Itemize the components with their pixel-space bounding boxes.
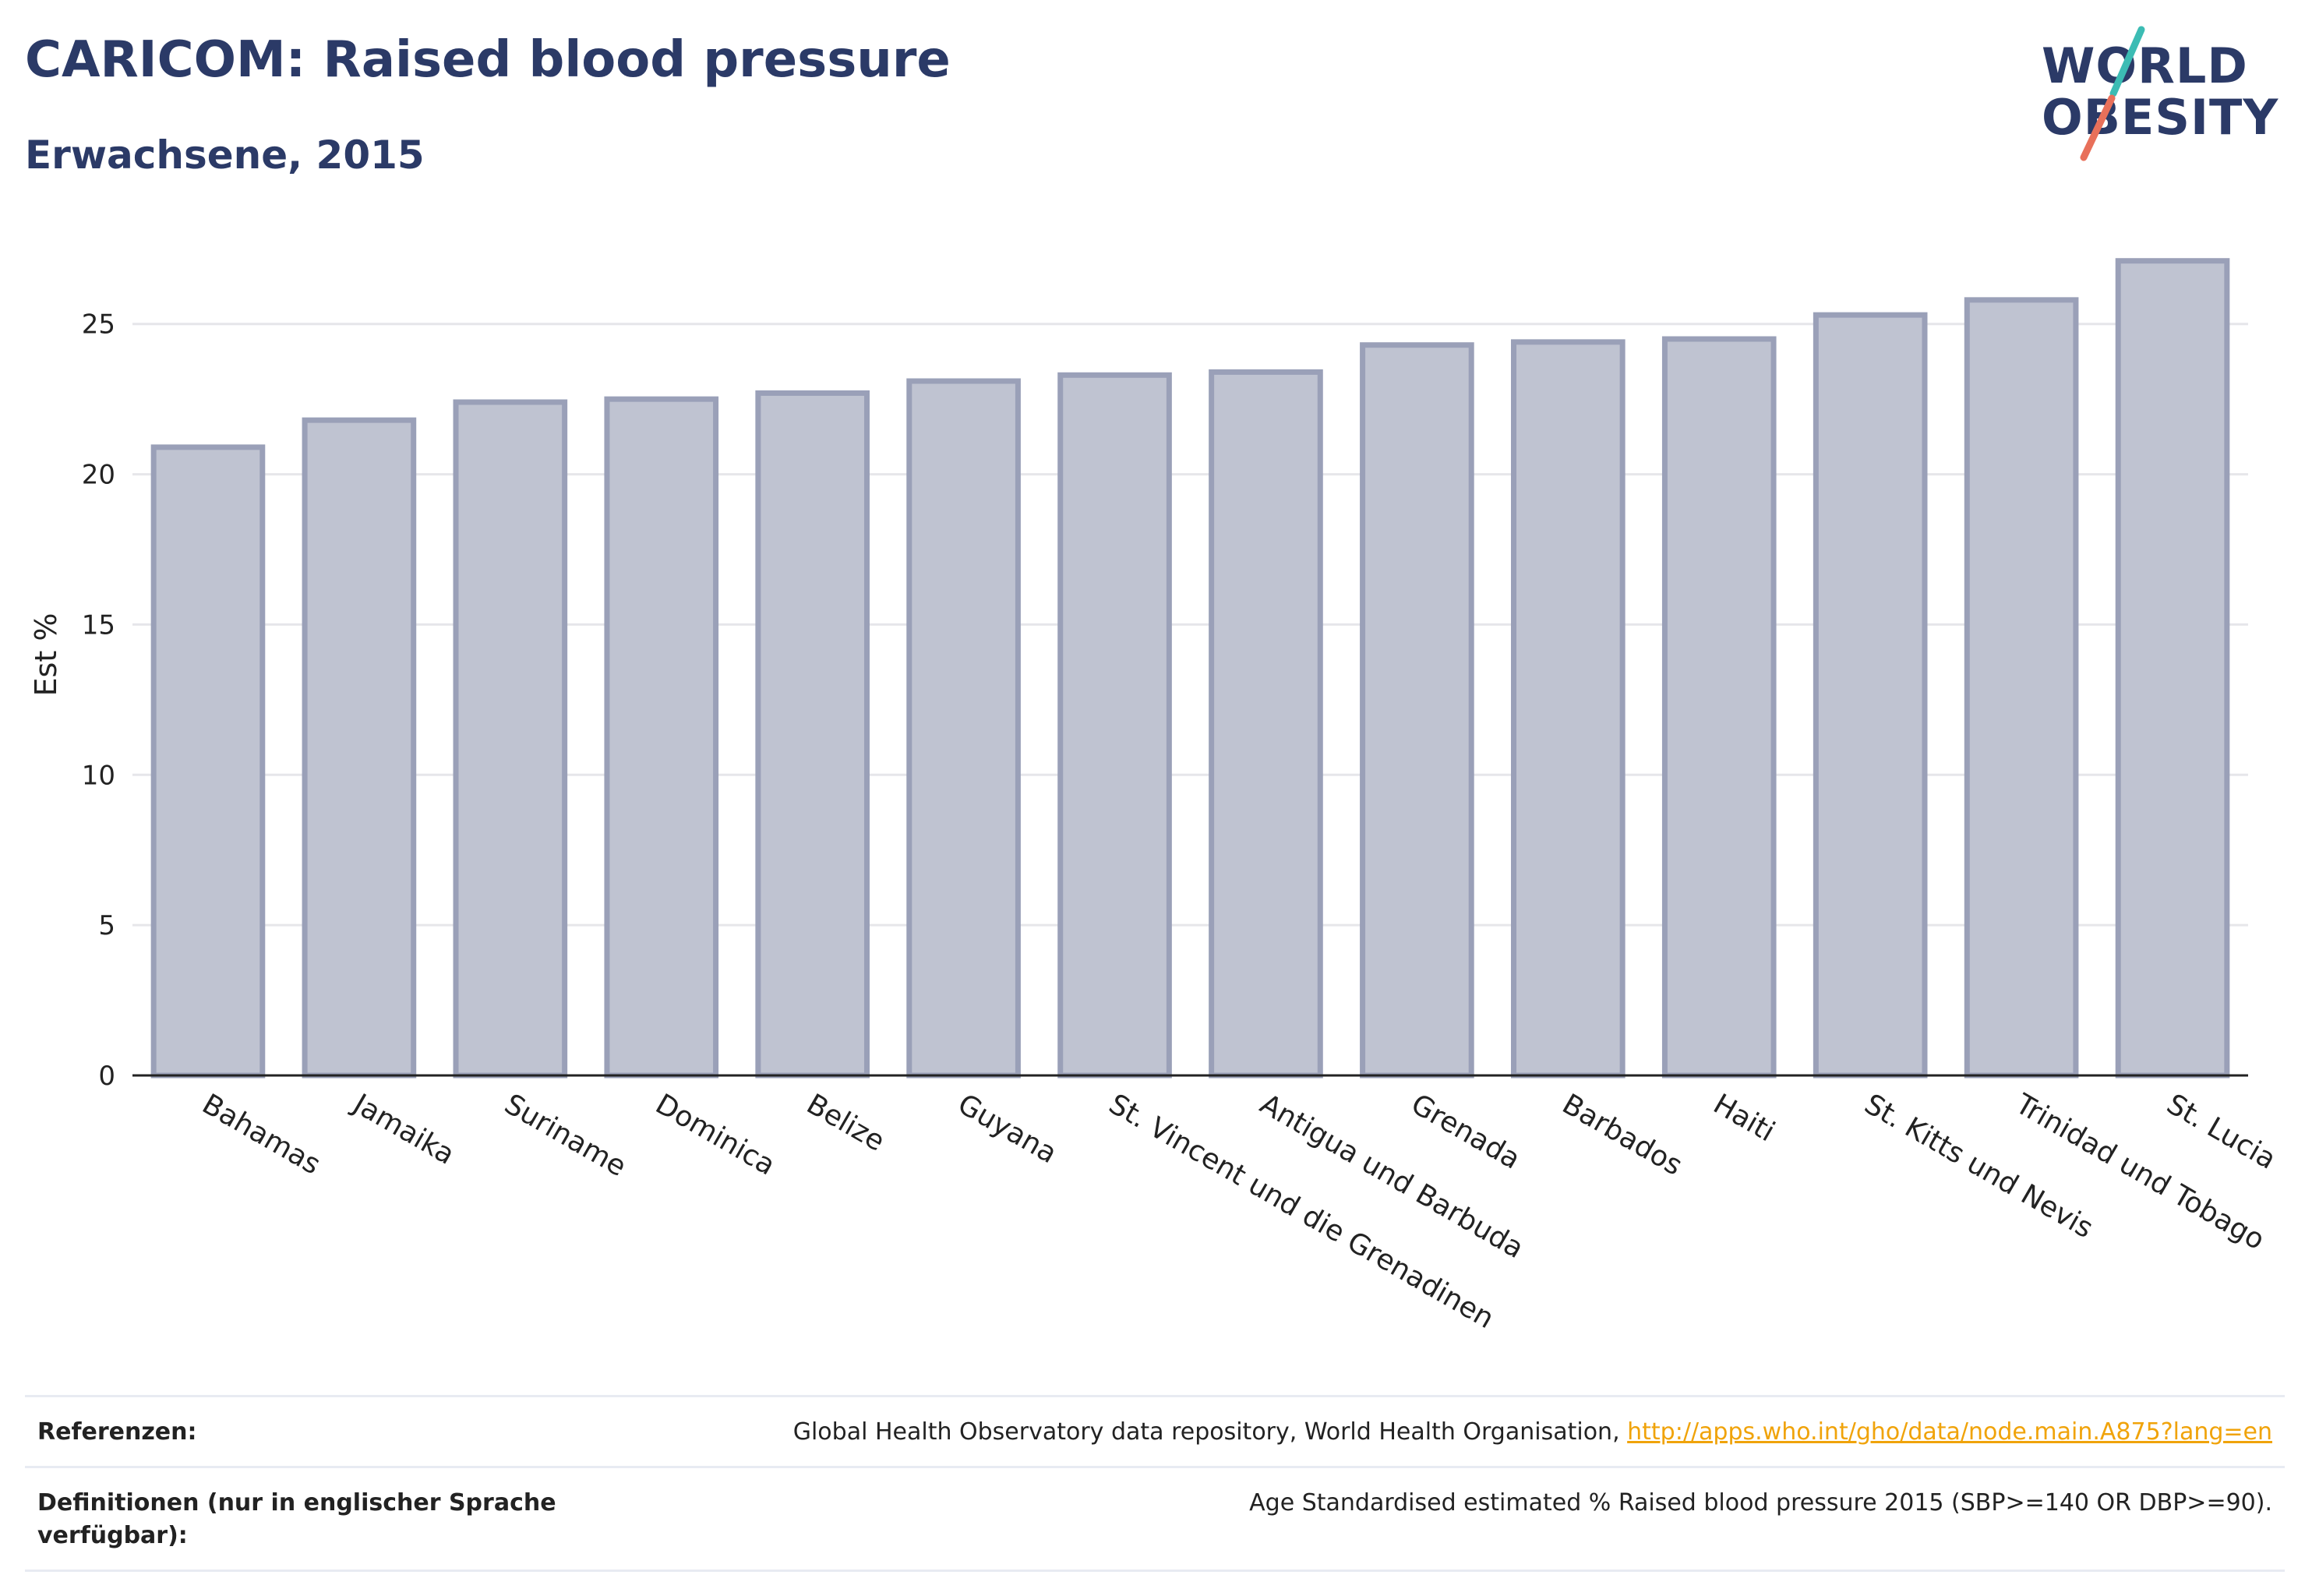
y-tick-label: 20 [82,460,115,491]
bar [755,390,870,1079]
x-tick-label: Bahamas [196,1088,326,1181]
definitions-value: Age Standardised estimated % Raised bloo… [1249,1489,2272,1517]
y-tick-label: 15 [82,609,115,641]
y-axis-label: Est % [29,613,63,697]
bar [1360,342,1474,1079]
chart-subtitle: Erwachsene, 2015 [25,132,425,178]
bar [1813,312,1928,1079]
references-label: Referenzen: [37,1418,197,1446]
bar [2115,258,2230,1079]
x-tick-label: Haiti [1708,1088,1781,1148]
x-tick-label: Belize [801,1088,890,1157]
bar [150,444,266,1079]
definitions-label: Definitionen (nur in englischer Sprache … [37,1489,556,1549]
chart-title: CARICOM: Raised blood pressure [25,31,951,89]
bar [1964,297,2079,1079]
y-tick-label: 0 [98,1061,115,1092]
bar [1511,339,1626,1079]
bar [453,399,568,1079]
references-text: Global Health Observatory data repositor… [792,1418,1628,1446]
x-tick-label: Suriname [499,1088,631,1183]
y-tick-label: 5 [98,910,115,941]
bar [1209,369,1323,1079]
x-tick-label: Jamaika [347,1087,460,1171]
y-tick-label: 10 [82,760,115,791]
world-obesity-logo: WORLD OBESITY [2026,23,2291,164]
x-tick-label: St. Lucia [2162,1088,2282,1175]
logo-slash-icon [2080,26,2145,161]
references-value: Global Health Observatory data repositor… [793,1416,2285,1449]
logo-line-1: WORLD [2042,37,2248,94]
x-tick-label: Antigua und Barbuda [1255,1088,1529,1265]
x-tick-label: Guyana [952,1088,1062,1170]
x-tick-label: Dominica [650,1088,780,1181]
references-link[interactable]: http://apps.who.int/gho/data/node.main.A… [1627,1418,2272,1446]
bar [604,396,719,1079]
x-tick-label: Barbados [1557,1088,1688,1182]
bar [1057,372,1172,1079]
bar [906,378,1021,1079]
y-tick-label: 25 [82,309,115,341]
bar [1661,336,1777,1079]
bar [302,417,417,1079]
x-tick-label: Trinidad und Tobago [2010,1088,2270,1257]
logo-line-2: OBESITY [2042,89,2279,146]
x-tick-label: Grenada [1406,1088,1526,1175]
bar-chart: 0 5 10 15 20 25 Est % Bahamas Jamaika Suriname Dom… [29,258,2282,1335]
references-row: Referenzen: Global Health Observatory da… [25,1395,2285,1466]
definitions-row: Definitionen (nur in englischer Sprache … [25,1466,2285,1572]
references-table: Referenzen: Global Health Observatory da… [25,1395,2285,1572]
